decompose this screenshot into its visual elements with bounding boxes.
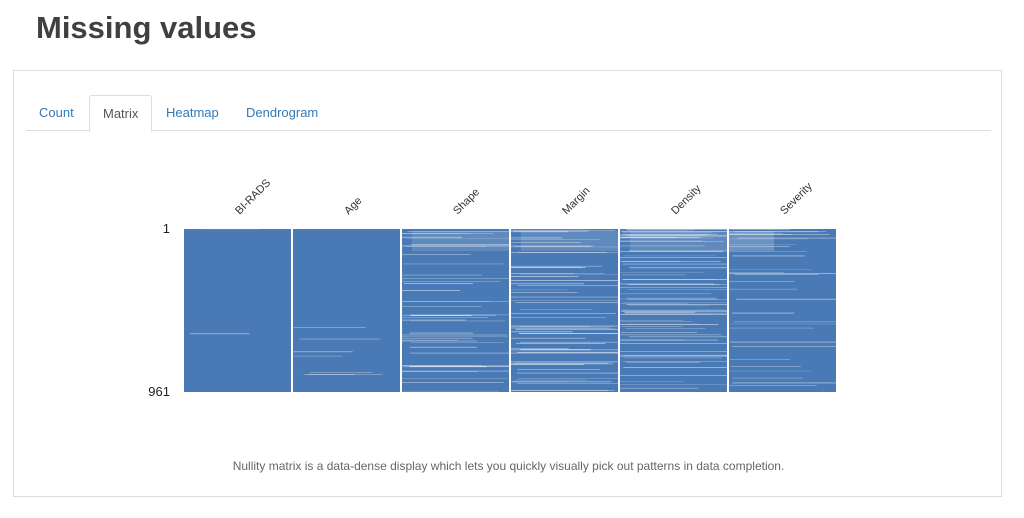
missing-value-band bbox=[729, 231, 774, 251]
row-label-last: 961 bbox=[148, 384, 170, 399]
missing-value-band bbox=[412, 231, 509, 251]
tab-bar: Count Matrix Heatmap Dendrogram bbox=[26, 95, 991, 132]
matrix-column-shape bbox=[402, 229, 509, 392]
missing-value-band bbox=[521, 231, 618, 251]
column-label: Margin bbox=[560, 185, 592, 217]
missing-values-panel: Count Matrix Heatmap Dendrogram BI-RADS A… bbox=[13, 70, 1002, 497]
nullity-matrix-chart: BI-RADS Age Shape Margin Density Severity 1 96… bbox=[148, 177, 836, 399]
column-label: BI-RADS bbox=[233, 177, 273, 217]
matrix-column-margin bbox=[511, 229, 618, 392]
tab-matrix[interactable]: Matrix bbox=[89, 95, 153, 132]
tab-heatmap[interactable]: Heatmap bbox=[166, 105, 219, 120]
row-label-first: 1 bbox=[163, 221, 170, 236]
missing-value-band bbox=[630, 231, 727, 251]
matrix-column-density bbox=[620, 229, 727, 392]
tab-count[interactable]: Count bbox=[39, 105, 74, 120]
column-label: Shape bbox=[451, 186, 482, 217]
matrix-column-age bbox=[293, 229, 400, 392]
matrix-column-bi-rads bbox=[184, 229, 291, 392]
matrix-caption: Nullity matrix is a data-dense display w… bbox=[232, 459, 785, 473]
column-label: Severity bbox=[778, 180, 815, 217]
page-title: Missing values bbox=[36, 10, 257, 45]
matrix-column-severity bbox=[729, 229, 836, 392]
tab-dendrogram[interactable]: Dendrogram bbox=[246, 105, 319, 120]
column-label: Age bbox=[342, 195, 364, 217]
column-label: Density bbox=[669, 182, 704, 217]
